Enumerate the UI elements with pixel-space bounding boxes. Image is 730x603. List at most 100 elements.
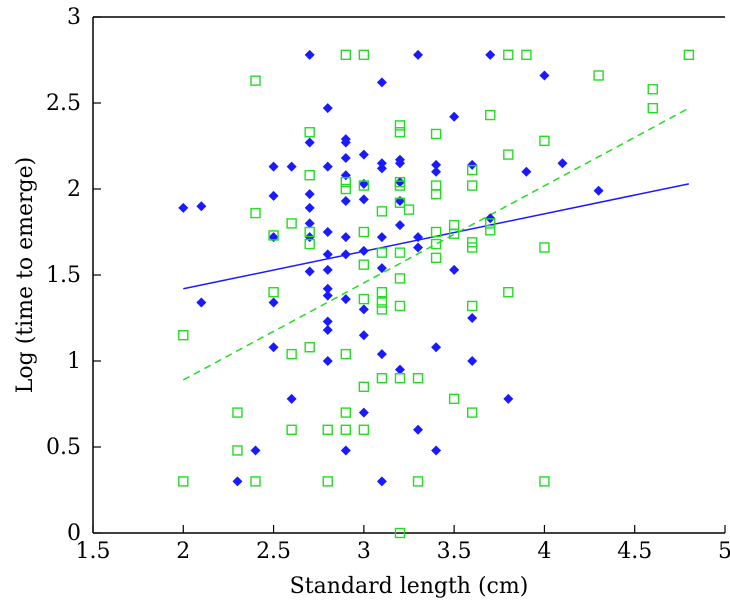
diamond-point xyxy=(376,158,387,169)
diamond-point xyxy=(376,349,387,360)
square-point xyxy=(467,242,478,253)
square-point xyxy=(485,225,496,236)
diamond-point xyxy=(322,316,333,327)
square-point xyxy=(448,393,460,405)
diamond-point xyxy=(286,161,297,172)
square-point xyxy=(539,476,550,487)
square-point xyxy=(394,180,406,191)
square-point xyxy=(286,348,297,360)
x-tick-label: 4 xyxy=(537,539,551,564)
diamond-point xyxy=(322,249,333,260)
square-point xyxy=(376,297,388,308)
y-axis-title: Log (time to emerge) xyxy=(13,157,38,393)
square-point xyxy=(178,476,189,487)
diamond-point xyxy=(322,325,333,336)
square-point xyxy=(376,304,388,315)
y-tick-label: 2 xyxy=(67,177,81,202)
square-point xyxy=(647,84,658,95)
diamond-point xyxy=(394,196,405,207)
diamond-point xyxy=(431,166,442,177)
diamond-point xyxy=(503,393,514,404)
square-point xyxy=(394,197,406,208)
diamond-point xyxy=(196,201,207,212)
square-point xyxy=(503,49,514,61)
square-point xyxy=(403,204,415,215)
square-point xyxy=(430,226,442,238)
diamond-point xyxy=(376,263,387,274)
diamond-point xyxy=(557,158,568,169)
square-point xyxy=(340,183,351,195)
diamond-point xyxy=(449,264,460,275)
diamond-point xyxy=(322,103,333,114)
square-point xyxy=(304,170,315,181)
x-tick-label: 3 xyxy=(357,539,371,564)
square-point xyxy=(178,330,189,341)
y-tick-label: 0 xyxy=(67,521,81,546)
square-point xyxy=(358,259,370,270)
diamond-point xyxy=(521,166,532,177)
diamond-point xyxy=(358,245,369,256)
diamond-point xyxy=(304,202,315,213)
diamond-point xyxy=(304,137,315,148)
diamond-point xyxy=(394,177,405,188)
square-point xyxy=(358,180,370,191)
diamond-point xyxy=(178,202,189,213)
fit-lines xyxy=(182,107,690,381)
square-point xyxy=(683,49,695,61)
square-point xyxy=(358,226,370,238)
square-point xyxy=(250,75,261,86)
diamond-point xyxy=(358,330,369,341)
diamond-point xyxy=(413,242,424,253)
square-point xyxy=(268,230,279,241)
square-point xyxy=(430,238,442,250)
square-point xyxy=(503,149,514,160)
diamond-point xyxy=(340,294,351,305)
square-point xyxy=(340,176,351,188)
diamond-point xyxy=(376,476,387,487)
square-point xyxy=(448,228,460,239)
diamond-point xyxy=(340,249,351,260)
square-point xyxy=(394,527,406,539)
square-point xyxy=(430,188,442,200)
square-point xyxy=(250,207,261,219)
square-point xyxy=(286,424,297,435)
y-tick-label: 1.5 xyxy=(46,263,81,288)
x-axis-ticks: 1.5 2 2.5 3 3.5 4 4.5 5 xyxy=(76,525,730,564)
diamond-point xyxy=(539,70,550,81)
diamond-point xyxy=(196,297,207,308)
diamond-point xyxy=(304,266,315,277)
diamond-point xyxy=(376,163,387,174)
square-point xyxy=(340,348,351,360)
square-point xyxy=(250,476,261,487)
square-point xyxy=(304,226,315,238)
diamond-point xyxy=(593,185,604,196)
diamond-point xyxy=(340,137,351,148)
square-point xyxy=(340,49,351,61)
diamond-point xyxy=(340,196,351,207)
square-point xyxy=(376,206,388,217)
square-point xyxy=(412,476,424,487)
square-point xyxy=(358,424,370,435)
diamond-point xyxy=(376,77,387,88)
y-tick-label: 2.5 xyxy=(46,91,81,116)
diamond-point xyxy=(394,364,405,375)
square-point xyxy=(430,180,442,191)
square-point xyxy=(503,287,514,298)
square-point xyxy=(467,180,478,191)
diamond-point xyxy=(340,232,351,243)
diamond-point xyxy=(467,313,478,323)
diamond-point xyxy=(358,304,369,315)
diamond-point xyxy=(340,153,351,164)
square-point xyxy=(376,247,388,258)
square-point xyxy=(430,128,442,140)
x-tick-label: 4.5 xyxy=(617,539,652,564)
square-point xyxy=(485,109,496,121)
diamond-point xyxy=(304,189,315,200)
square-point xyxy=(304,342,315,353)
square-point xyxy=(467,164,478,176)
diamond-point xyxy=(376,232,387,243)
diamond-point xyxy=(431,342,442,353)
diamond-point xyxy=(394,158,405,169)
square-point xyxy=(593,70,604,81)
